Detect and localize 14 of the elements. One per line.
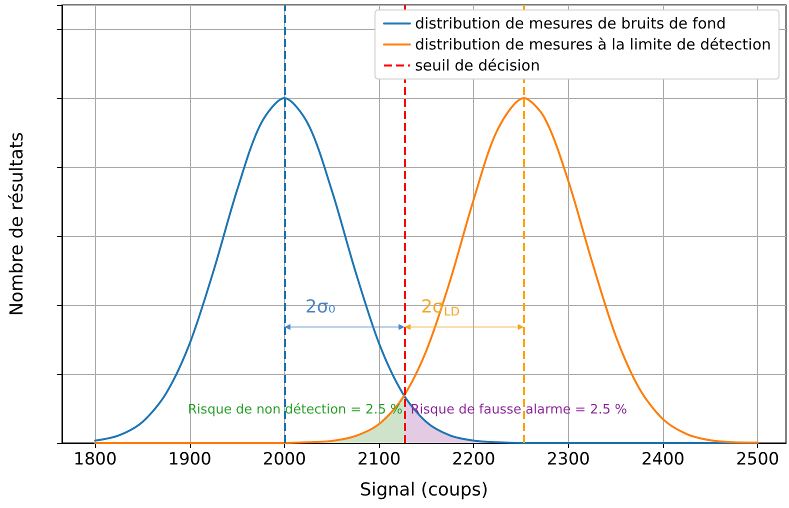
x-tick-label: 1800	[73, 450, 117, 470]
x-tick-label: 2000	[262, 450, 306, 470]
x-tick-label: 2400	[641, 450, 685, 470]
x-tick-label: 2200	[452, 450, 496, 470]
legend-label: distribution de mesures à la limite de détection	[414, 36, 771, 54]
x-tick-label: 2100	[357, 450, 401, 470]
y-axis-title: Nombre de résultats	[6, 132, 28, 316]
x-axis-title: Signal (coups)	[360, 480, 488, 500]
x-tick-label: 2500	[736, 450, 780, 470]
annotation: 2σ₀	[305, 296, 336, 318]
x-tick-label: 2300	[546, 450, 590, 470]
ref-line-label: seuil de décision	[414, 56, 540, 74]
legend-label: distribution de mesures de bruits de fond	[414, 14, 726, 32]
x-tick-label: 1900	[168, 450, 212, 470]
